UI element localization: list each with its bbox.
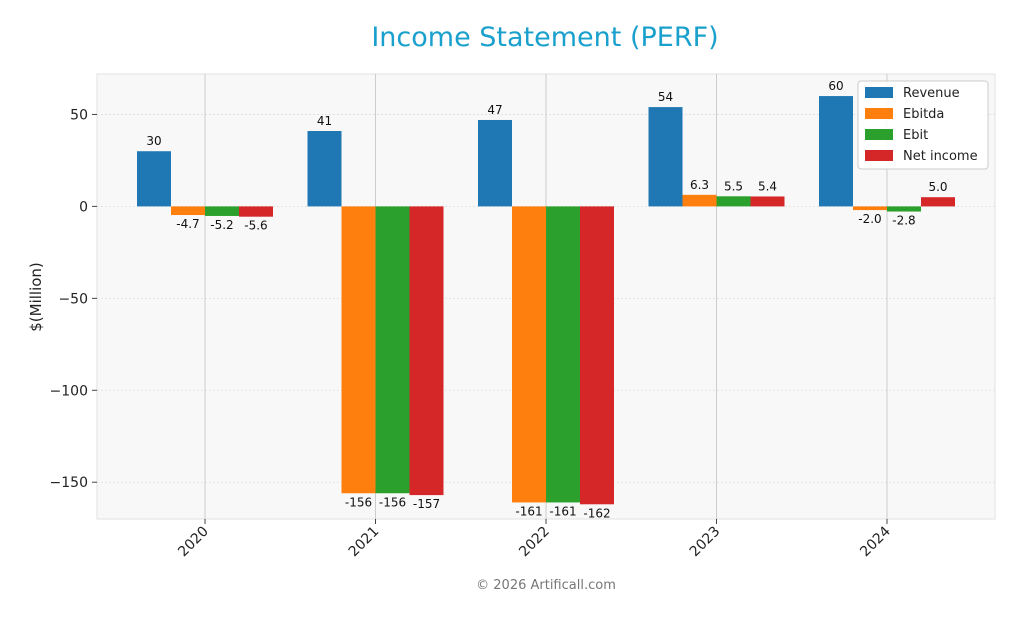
legend-swatch xyxy=(865,108,893,119)
x-tick-label: 2020 xyxy=(175,524,212,561)
legend-swatch xyxy=(865,129,893,140)
data-label: -2.0 xyxy=(858,212,881,226)
y-tick-label: 0 xyxy=(79,199,88,215)
bar-ebit xyxy=(716,196,751,207)
legend: Revenue Ebitda Ebit Net income xyxy=(857,80,989,170)
data-label: 5.0 xyxy=(928,180,947,194)
data-labels: 30 41 47 54 60 -4.7 -156 -161 6.3 -2.0 -5.2 -156 -16… xyxy=(146,79,947,520)
data-label: 54 xyxy=(658,90,673,104)
data-label: 5.5 xyxy=(724,179,743,193)
legend-label: Ebitda xyxy=(903,107,944,122)
data-label: -4.7 xyxy=(176,217,199,231)
data-label: 41 xyxy=(317,114,332,128)
legend-box xyxy=(857,80,989,170)
data-label: -5.6 xyxy=(244,219,267,233)
bar-net-income xyxy=(580,206,614,505)
bar-net-income xyxy=(921,197,955,207)
x-tick-label: 2022 xyxy=(516,524,553,561)
data-label: -161 xyxy=(549,504,576,518)
data-label: -157 xyxy=(413,497,440,511)
bar-ebitda xyxy=(853,206,887,211)
footer-copyright: © 2026 Artificall.com xyxy=(476,578,616,593)
y-tick-label: −100 xyxy=(50,383,88,399)
y-tick-label: −50 xyxy=(58,291,88,307)
x-axis: 2020 2021 2022 2023 2024 xyxy=(175,519,894,560)
y-tick-label: 50 xyxy=(70,107,88,123)
data-label: -5.2 xyxy=(210,218,233,232)
chart-title: Income Statement (PERF) xyxy=(371,22,718,53)
bar-ebitda xyxy=(682,194,717,207)
bar-ebit xyxy=(375,206,410,494)
bars xyxy=(137,96,955,505)
bar-ebitda xyxy=(171,206,205,216)
y-tick-label: −150 xyxy=(50,475,88,491)
data-label: -156 xyxy=(345,495,372,509)
y-axis: 50 0 −50 −100 −150 xyxy=(50,107,97,491)
data-label: 60 xyxy=(828,79,843,93)
bar-revenue xyxy=(478,119,512,207)
data-label: 6.3 xyxy=(690,178,709,192)
data-label: 30 xyxy=(146,134,161,148)
bar-revenue xyxy=(819,96,853,207)
x-tick-label: 2023 xyxy=(687,524,724,561)
bar-net-income xyxy=(409,206,444,496)
x-tick-label: 2024 xyxy=(857,523,894,560)
data-label: -156 xyxy=(379,495,406,509)
y-axis-label: $(Million) xyxy=(27,262,45,332)
bar-ebit xyxy=(887,206,921,212)
bar-net-income xyxy=(750,196,785,207)
bar-revenue xyxy=(307,131,342,207)
bar-ebit xyxy=(205,206,239,216)
legend-label: Ebit xyxy=(903,128,928,143)
legend-label: Revenue xyxy=(903,86,960,101)
bar-revenue xyxy=(648,107,683,207)
bar-ebitda xyxy=(341,206,376,494)
data-label: -162 xyxy=(583,506,610,520)
legend-swatch xyxy=(865,150,893,161)
data-label: -2.8 xyxy=(892,214,915,228)
data-label: 47 xyxy=(487,103,502,117)
bar-ebitda xyxy=(512,206,546,503)
bar-net-income xyxy=(239,206,273,217)
bar-revenue xyxy=(137,151,171,207)
legend-label: Net income xyxy=(903,149,978,164)
x-tick-label: 2021 xyxy=(346,524,383,561)
data-label: -161 xyxy=(515,504,542,518)
data-label: 5.4 xyxy=(758,179,777,193)
legend-swatch xyxy=(865,87,893,98)
bar-ebit xyxy=(546,206,580,503)
